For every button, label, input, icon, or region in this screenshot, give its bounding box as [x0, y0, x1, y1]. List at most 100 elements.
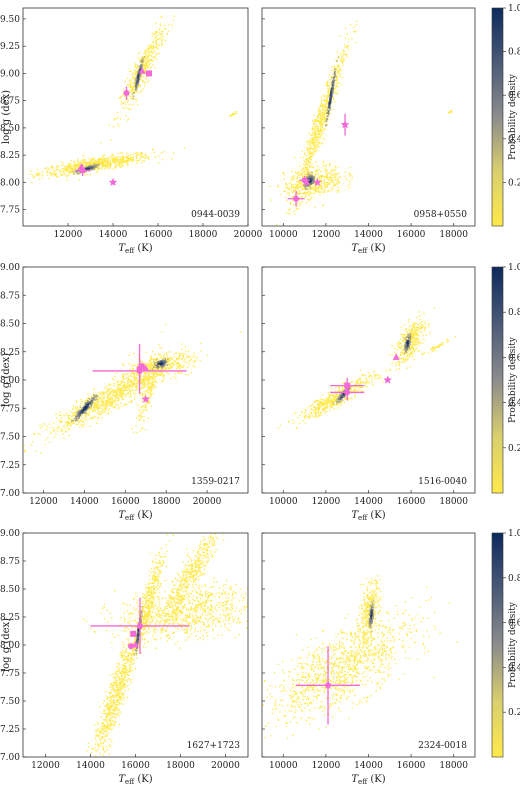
sample-point	[123, 386, 125, 389]
sample-point	[325, 113, 327, 115]
sample-point	[131, 156, 133, 158]
sample-point	[152, 60, 154, 62]
sample-point	[304, 152, 306, 154]
sample-point	[329, 81, 331, 84]
sample-point	[101, 400, 103, 402]
sample-point	[94, 404, 96, 406]
sample-point	[101, 391, 104, 393]
sample-point	[128, 95, 130, 97]
sample-point	[319, 142, 321, 144]
sample-point	[314, 119, 317, 121]
sample-point	[123, 160, 125, 162]
panel-0944-0039: 12000 14000 16000 18000 200007.758.008.258.5…	[0, 7, 263, 255]
sample-point	[154, 360, 156, 363]
sample-point	[125, 160, 127, 162]
sample-point	[168, 23, 170, 26]
sample-point	[328, 164, 331, 166]
sample-point	[112, 154, 114, 157]
sample-point	[151, 378, 154, 380]
axes-frame	[22, 7, 249, 227]
sample-point	[336, 173, 338, 175]
sample-point	[102, 392, 105, 394]
sample-point	[143, 64, 145, 66]
sample-point	[153, 358, 155, 360]
sample-point	[356, 20, 358, 22]
sample-point	[144, 382, 146, 385]
sample-point	[319, 414, 322, 417]
sample-point	[102, 165, 104, 167]
sample-point	[168, 367, 170, 369]
sample-point	[324, 187, 326, 189]
sample-point	[347, 397, 349, 399]
sample-point	[114, 375, 116, 377]
sample-point	[144, 155, 147, 157]
sample-point	[164, 366, 167, 368]
sample-point	[149, 388, 152, 390]
sample-point	[71, 418, 73, 420]
sample-point	[90, 158, 92, 161]
sample-point	[107, 399, 109, 401]
sample-point	[321, 116, 323, 118]
sample-point	[335, 180, 337, 182]
sample-point	[119, 396, 121, 398]
density-core-point	[135, 89, 137, 91]
sample-point	[344, 37, 347, 39]
density-core-point	[313, 175, 316, 178]
sample-point	[110, 392, 112, 395]
sample-point	[56, 417, 58, 419]
density-core-point	[78, 172, 81, 175]
sample-point	[107, 401, 109, 403]
sample-point	[64, 431, 67, 433]
density-core-point	[90, 405, 92, 408]
sample-point	[111, 153, 113, 155]
sample-point	[346, 46, 349, 48]
sample-point	[333, 184, 335, 186]
sample-point	[160, 33, 162, 35]
sample-point	[324, 118, 326, 120]
sample-point	[301, 187, 304, 190]
sample-point	[166, 367, 168, 370]
sample-point	[183, 360, 185, 363]
sample-point	[150, 393, 152, 395]
sample-point	[122, 373, 124, 375]
sample-point	[310, 165, 312, 167]
sample-point	[102, 162, 104, 165]
sample-point	[111, 391, 113, 393]
sample-point	[319, 186, 321, 188]
density-core-point	[85, 166, 87, 169]
sample-point	[326, 174, 328, 176]
density-core-point	[89, 164, 91, 167]
sample-point	[130, 97, 132, 100]
sample-point	[139, 79, 141, 81]
sample-point	[292, 185, 295, 188]
sample-point	[99, 398, 101, 400]
sample-point	[317, 188, 320, 190]
sample-point	[118, 397, 120, 399]
sample-point	[58, 420, 60, 422]
sample-point	[324, 119, 326, 121]
sample-point	[49, 441, 51, 443]
sample-point	[68, 424, 70, 426]
sample-point	[320, 187, 322, 189]
sample-point	[181, 356, 184, 358]
density-core-point	[83, 408, 85, 410]
sample-point	[87, 162, 89, 164]
density-core-point	[335, 60, 338, 62]
sample-point	[101, 410, 103, 412]
sample-point	[300, 184, 303, 186]
density-core-point	[91, 404, 93, 406]
sample-point	[77, 162, 79, 164]
sample-point	[322, 122, 324, 124]
density-core-point	[330, 97, 333, 99]
sample-point	[37, 173, 39, 175]
sample-point	[337, 407, 339, 409]
sample-point	[346, 45, 348, 47]
sample-point	[163, 375, 165, 377]
sample-point	[178, 365, 180, 367]
sample-point	[82, 421, 84, 423]
sample-point	[142, 81, 144, 83]
sample-point	[143, 377, 145, 379]
sample-point	[149, 59, 151, 61]
sample-point	[132, 153, 134, 155]
density-core-point	[334, 79, 336, 82]
